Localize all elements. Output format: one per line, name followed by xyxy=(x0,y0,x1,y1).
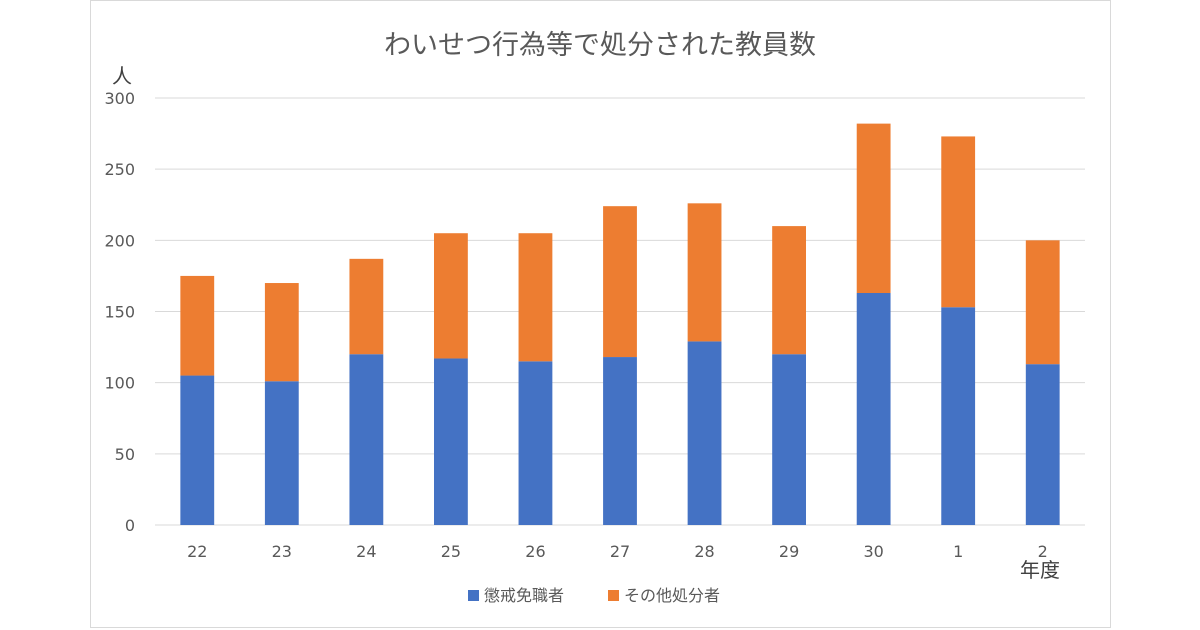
bar-other-27 xyxy=(603,206,637,358)
bars xyxy=(180,123,1060,525)
bar-other-23 xyxy=(264,283,299,382)
bar-other-1 xyxy=(941,136,976,308)
bar-dismissal-30 xyxy=(856,292,891,525)
x-tick-label: 1 xyxy=(953,542,963,561)
bar-dismissal-27 xyxy=(603,357,637,525)
bar-dismissal-29 xyxy=(772,354,806,525)
bar-dismissal-23 xyxy=(264,381,299,525)
y-axis-ticks: 0 50 100 150 200 250 300 xyxy=(104,89,135,535)
y-tick-label: 0 xyxy=(125,516,135,535)
x-tick-label: 29 xyxy=(779,542,799,561)
bar-dismissal-28 xyxy=(687,341,722,525)
bar-other-2 xyxy=(1025,240,1060,365)
x-axis-ticks: 22 23 24 25 26 27 28 29 30 1 2 xyxy=(187,542,1048,561)
bar-other-24 xyxy=(349,258,384,355)
x-tick-label: 26 xyxy=(525,542,545,561)
bar-dismissal-24 xyxy=(349,354,384,525)
y-tick-label: 300 xyxy=(104,89,135,108)
legend: 懲戒免職者 その他処分者 xyxy=(468,586,720,605)
legend-label: その他処分者 xyxy=(624,586,720,605)
bar-other-25 xyxy=(434,233,468,359)
x-tick-label: 27 xyxy=(610,542,630,561)
legend-label: 懲戒免職者 xyxy=(484,586,564,605)
y-tick-label: 50 xyxy=(115,445,135,464)
bar-dismissal-25 xyxy=(434,358,468,525)
bar-dismissal-22 xyxy=(180,375,215,525)
legend-swatch xyxy=(468,590,479,601)
x-axis-unit-label: 年度 xyxy=(1020,558,1060,582)
x-tick-label: 25 xyxy=(441,542,461,561)
chart-title: わいせつ行為等で処分された教員数 xyxy=(384,30,816,61)
x-tick-label: 30 xyxy=(863,542,883,561)
bar-dismissal-1 xyxy=(941,307,976,525)
y-tick-label: 200 xyxy=(104,231,135,250)
bar-other-28 xyxy=(687,203,722,342)
x-tick-label: 24 xyxy=(356,542,376,561)
x-tick-label: 23 xyxy=(272,542,292,561)
y-tick-label: 150 xyxy=(104,303,135,322)
x-tick-label: 2 xyxy=(1038,542,1048,561)
bar-dismissal-26 xyxy=(518,361,553,525)
chart-frame xyxy=(90,0,1111,628)
bar-other-30 xyxy=(856,123,891,293)
y-tick-label: 250 xyxy=(104,160,135,179)
bar-other-26 xyxy=(518,233,553,362)
x-tick-label: 28 xyxy=(694,542,714,561)
bar-other-29 xyxy=(772,226,806,355)
y-axis-unit-label: 人 xyxy=(112,64,132,88)
bar-dismissal-2 xyxy=(1025,364,1060,525)
y-tick-label: 100 xyxy=(104,374,135,393)
legend-swatch xyxy=(608,590,619,601)
x-tick-label: 22 xyxy=(187,542,207,561)
bar-other-22 xyxy=(180,275,215,376)
